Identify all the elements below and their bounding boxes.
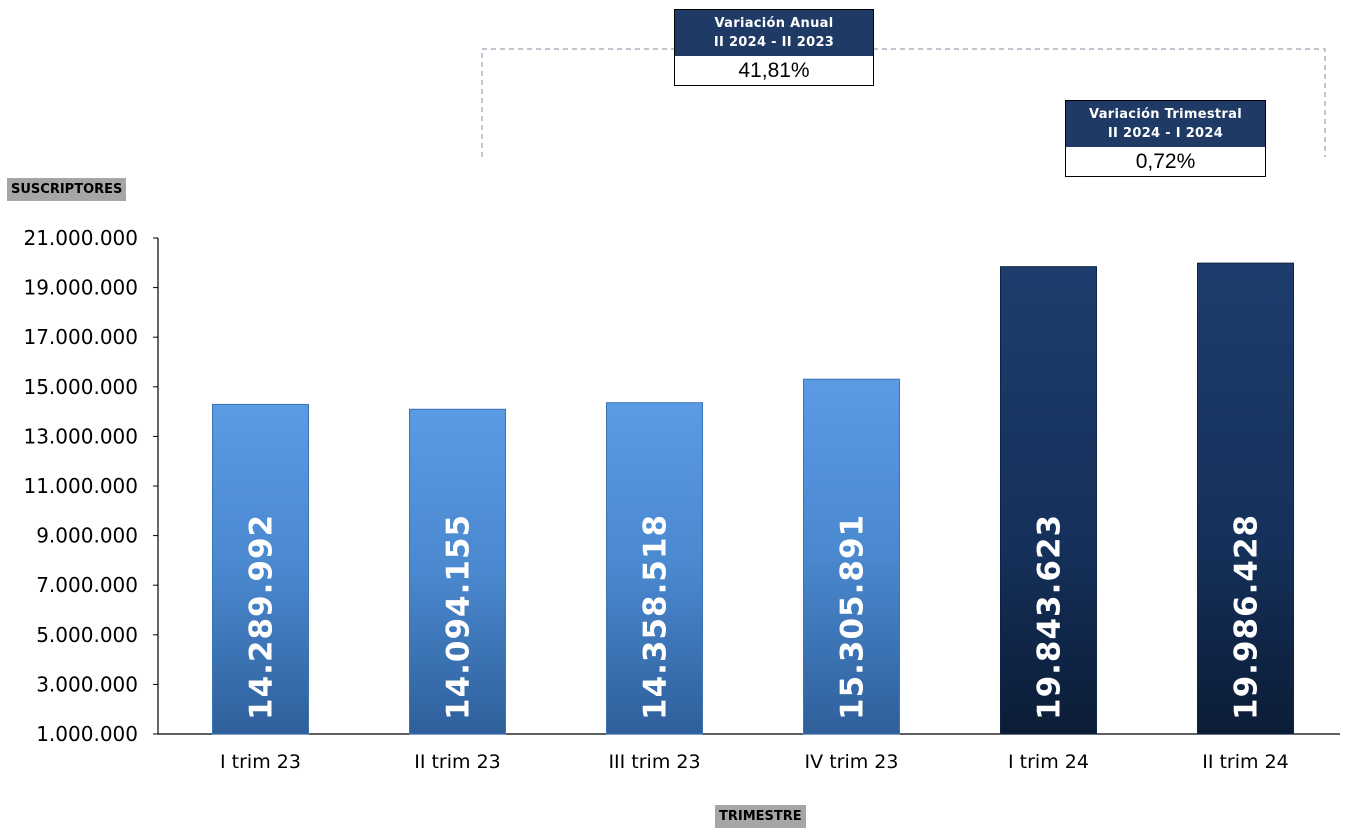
bar-value-label: 19.986.428 (1229, 514, 1265, 720)
y-tick-label: 9.000.000 (36, 524, 138, 548)
quarterly-variation-period: II 2024 - I 2024 (1107, 126, 1224, 141)
y-tick-label: 15.000.000 (23, 375, 138, 399)
annual-variation-header: Variación Anual II 2024 - II 2023 (675, 10, 873, 56)
y-tick-label: 7.000.000 (36, 573, 138, 597)
bars-group: 14.289.992 14.094.155 14.358.518 15.305.891… (212, 262, 1294, 735)
bar-value-label: 14.358.518 (638, 514, 674, 720)
y-tick-label: 3.000.000 (36, 672, 138, 696)
bar (212, 403, 309, 735)
bar (803, 378, 900, 735)
annual-variation-box: Variación Anual II 2024 - II 2023 41,81% (674, 9, 874, 86)
y-axis-ticks: 1.000.000 3.000.000 5.000.000 7.000.000 9.00… (23, 226, 158, 746)
x-category-label: I trim 24 (1008, 751, 1089, 773)
x-axis-category-labels: I trim 23 II trim 23 III trim 23 IV trim 23… (220, 751, 1289, 773)
y-tick-label: 19.000.000 (23, 276, 138, 300)
bar-value-label: 19.843.623 (1032, 514, 1068, 720)
y-tick-label: 11.000.000 (23, 474, 138, 498)
bar (1197, 262, 1294, 735)
bar (606, 402, 703, 735)
x-category-label: III trim 23 (608, 751, 700, 773)
x-category-label: IV trim 23 (805, 751, 899, 773)
annual-variation-bracket (481, 48, 1326, 157)
y-tick-label: 21.000.000 (23, 226, 138, 250)
quarterly-variation-header: Variación Trimestral II 2024 - I 2024 (1066, 101, 1265, 147)
x-category-label: II trim 23 (414, 751, 501, 773)
y-tick-label: 17.000.000 (23, 325, 138, 349)
annual-variation-period: II 2024 - II 2023 (713, 35, 835, 50)
bar (409, 408, 506, 735)
bar-value-label: 15.305.891 (835, 514, 871, 720)
y-tick-label: 13.000.000 (23, 424, 138, 448)
bar (1000, 266, 1097, 735)
quarterly-variation-title: Variación Trimestral (1089, 107, 1242, 122)
bar-value-label: 14.289.992 (244, 514, 280, 720)
x-category-label: II trim 24 (1202, 751, 1289, 773)
y-tick-label: 1.000.000 (36, 722, 138, 746)
quarterly-variation-box: Variación Trimestral II 2024 - I 2024 0,… (1065, 100, 1266, 177)
y-tick-label: 5.000.000 (36, 623, 138, 647)
quarterly-variation-value: 0,72% (1135, 150, 1196, 173)
x-axis-title: TRIMESTRE (715, 805, 806, 828)
annual-variation-value: 41,81% (738, 59, 810, 82)
annual-variation-title: Variación Anual (714, 16, 834, 31)
y-axis-title: SUSCRIPTORES (7, 178, 127, 201)
x-category-label: I trim 23 (220, 751, 301, 773)
bar-value-label: 14.094.155 (441, 514, 477, 720)
